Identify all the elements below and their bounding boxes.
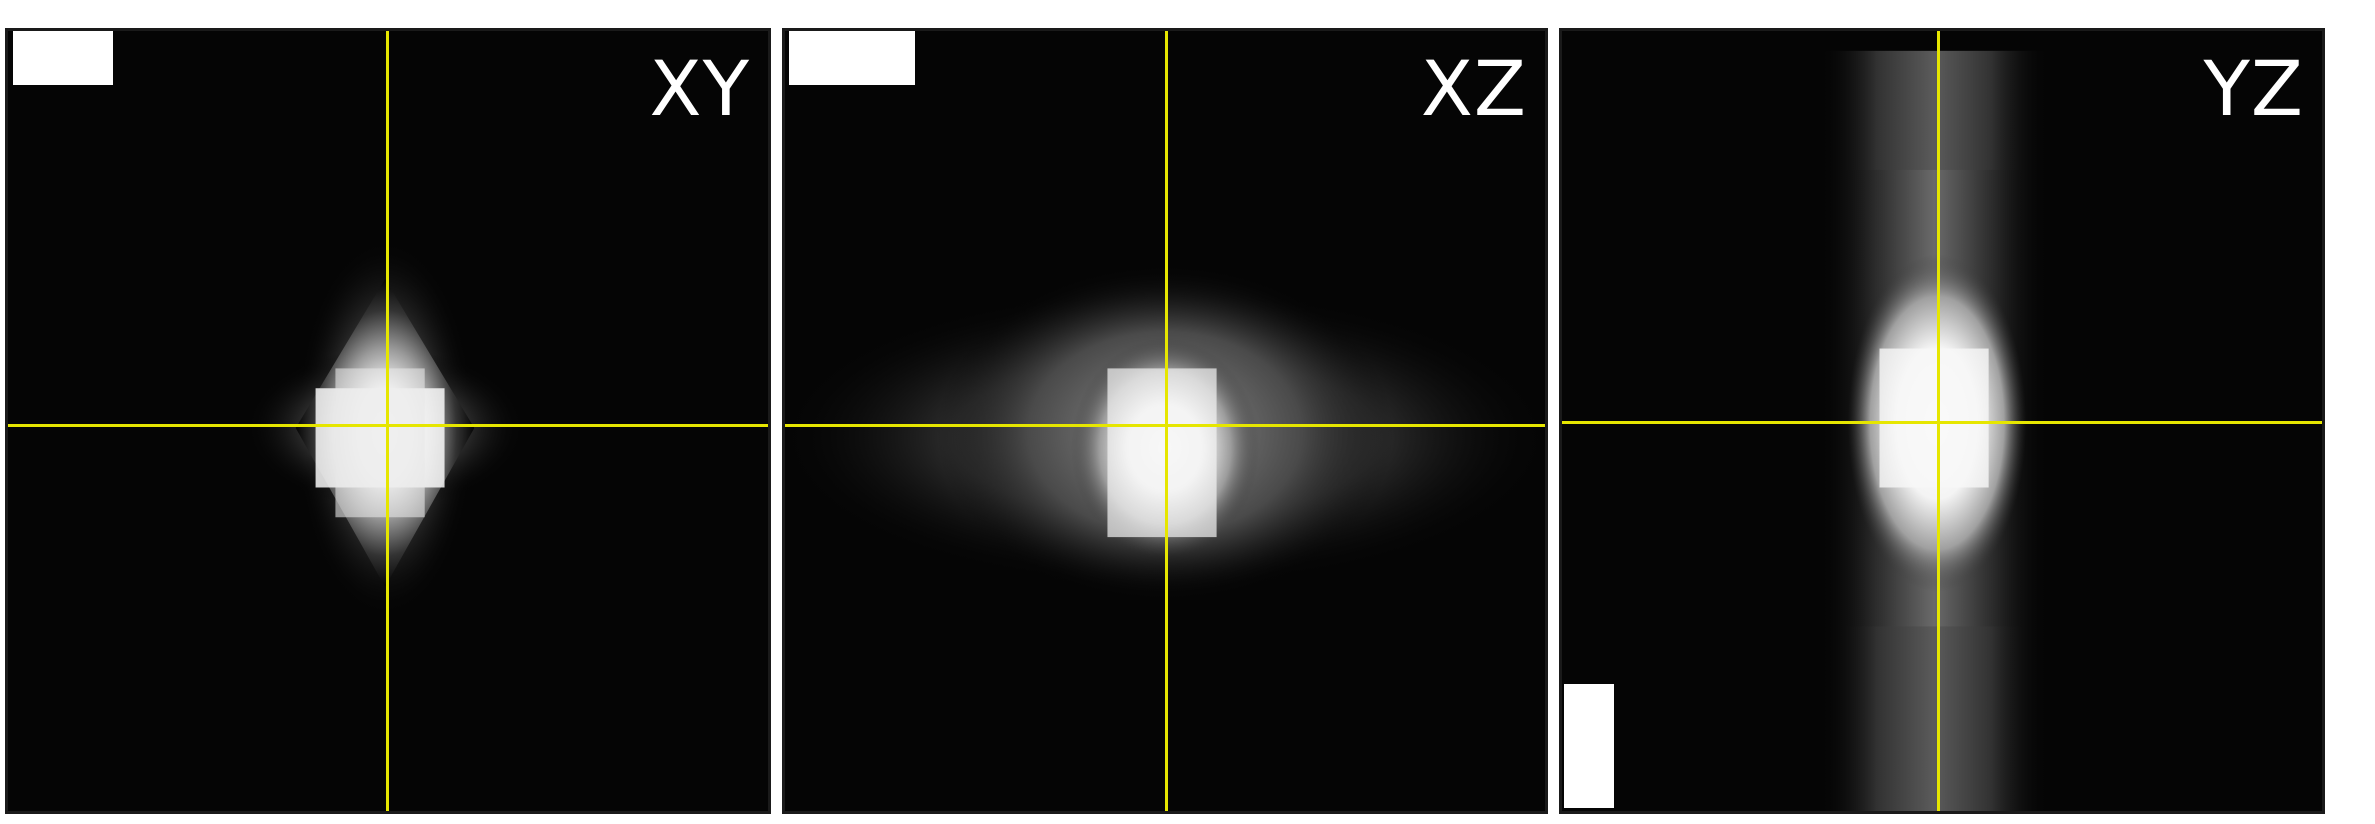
yz-label: YZ <box>2203 44 2304 133</box>
xy-scale-bar <box>13 31 113 85</box>
xy-view-panel: XY <box>5 28 771 814</box>
yz-view-panel: YZ <box>1559 28 2325 814</box>
xz-crosshair-horizontal <box>785 424 1545 427</box>
xz-scale-bar <box>789 31 915 85</box>
xz-label: XZ <box>1420 44 1527 133</box>
xy-crosshair-vertical <box>386 31 389 811</box>
xz-crosshair-vertical <box>1165 31 1168 811</box>
yz-crosshair-horizontal <box>1562 421 2322 424</box>
xy-label: XY <box>649 44 750 133</box>
xy-psf-image <box>246 239 524 617</box>
xz-view-panel: XZ <box>782 28 1548 814</box>
yz-scale-bar <box>1564 684 1614 808</box>
xy-crosshair-horizontal <box>8 424 768 427</box>
